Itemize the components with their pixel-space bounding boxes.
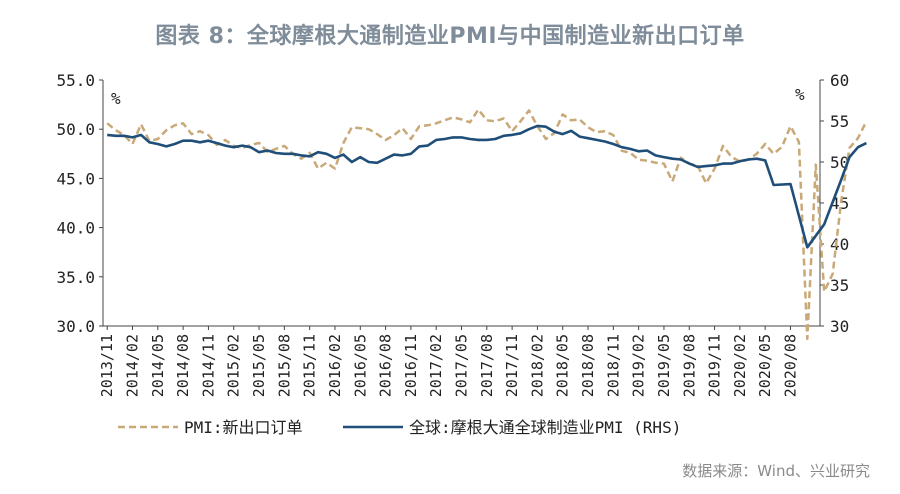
- x-tick-label: 2019/02: [630, 334, 648, 397]
- left-tick-label: 30.0: [56, 317, 95, 336]
- right-tick-label: 30: [830, 317, 849, 336]
- x-tick-label: 2018/05: [554, 334, 572, 397]
- right-tick-label: 35: [830, 276, 849, 295]
- x-tick-label: 2019/05: [655, 334, 673, 397]
- legend: PMI:新出口订单 全球:摩根大通全球制造业PMI (RHS): [118, 418, 681, 437]
- x-tick-label: 2015/05: [250, 334, 268, 397]
- x-tick-label: 2015/08: [275, 334, 293, 397]
- left-tick-label: 45.0: [56, 169, 95, 188]
- axes: 30.035.040.045.050.055.030354045505560%%…: [56, 71, 849, 397]
- x-tick-label: 2019/11: [706, 334, 724, 397]
- x-tick-label: 2017/11: [503, 334, 521, 397]
- right-tick-label: 55: [830, 112, 849, 131]
- x-tick-label: 2016/05: [351, 334, 369, 397]
- left-tick-label: 55.0: [56, 71, 95, 90]
- x-tick-label: 2014/08: [174, 334, 192, 397]
- x-tick-label: 2014/02: [124, 334, 142, 397]
- source-note: 数据来源：Wind、兴业研究: [682, 462, 870, 480]
- x-tick-label: 2016/02: [326, 334, 344, 397]
- x-tick-label: 2019/08: [680, 334, 698, 397]
- x-tick-label: 2015/11: [301, 334, 319, 397]
- x-tick-label: 2017/05: [453, 334, 471, 397]
- x-tick-label: 2013/11: [98, 334, 116, 397]
- x-tick-label: 2014/05: [149, 334, 167, 397]
- right-tick-label: 40: [830, 235, 849, 254]
- series-line-2: [107, 124, 867, 249]
- left-unit-label: %: [111, 89, 121, 108]
- legend-label-2: 全球:摩根大通全球制造业PMI (RHS): [409, 418, 681, 437]
- x-tick-label: 2020/08: [781, 334, 799, 397]
- legend-label-1: PMI:新出口订单: [184, 418, 303, 437]
- left-tick-label: 40.0: [56, 219, 95, 238]
- x-tick-label: 2017/02: [427, 334, 445, 397]
- x-tick-label: 2018/02: [528, 334, 546, 397]
- series-layer: [106, 108, 868, 341]
- x-tick-label: 2016/11: [402, 334, 420, 397]
- x-tick-label: 2020/02: [731, 334, 749, 397]
- x-tick-label: 2018/11: [604, 334, 622, 397]
- right-unit-label: %: [795, 85, 805, 104]
- x-tick-label: 2020/05: [756, 334, 774, 397]
- right-tick-label: 60: [830, 71, 849, 90]
- chart-title: 图表 8：全球摩根大通制造业PMI与中国制造业新出口订单: [155, 24, 745, 49]
- x-tick-label: 2015/02: [225, 334, 243, 397]
- left-tick-label: 35.0: [56, 268, 95, 287]
- x-tick-label: 2014/11: [199, 334, 217, 397]
- x-tick-label: 2018/08: [579, 334, 597, 397]
- left-tick-label: 50.0: [56, 120, 95, 139]
- x-tick-label: 2016/08: [377, 334, 395, 397]
- x-tick-label: 2017/08: [478, 334, 496, 397]
